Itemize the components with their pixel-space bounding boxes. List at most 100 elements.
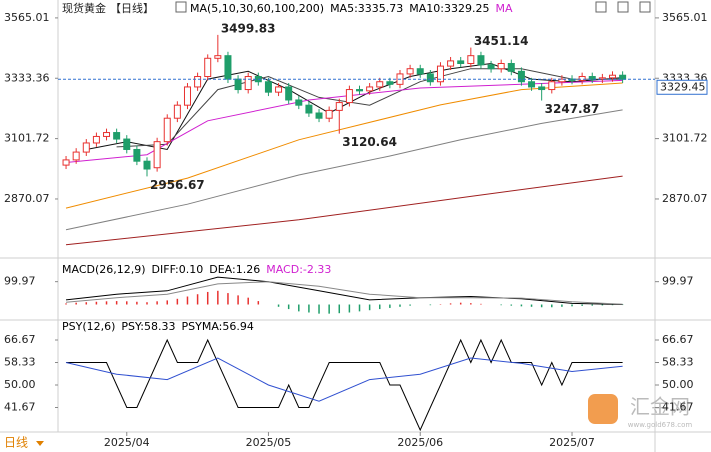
- candle-body: [295, 99, 303, 106]
- last-price-label: 3329.45: [660, 80, 706, 93]
- candle-body: [133, 148, 141, 162]
- candle-body: [366, 86, 374, 92]
- candle-body: [608, 74, 616, 79]
- candle-body: [467, 55, 475, 64]
- candle-body: [528, 81, 536, 88]
- candle-body: [447, 60, 455, 67]
- header-item: DEA:1.26: [209, 263, 260, 276]
- header-item: MA5:3335.73: [330, 2, 403, 15]
- header-item: MA(5,10,30,60,100,200): [190, 2, 324, 15]
- header-item: PSY:58.33: [121, 320, 175, 333]
- dropdown-arrow[interactable]: [36, 441, 44, 446]
- header-item: MA: [496, 2, 513, 15]
- candle-body: [548, 81, 556, 91]
- watermark-url: www.gold678.com: [628, 421, 693, 429]
- candle-body: [113, 132, 121, 140]
- indicator-header: MACD(26,12,9) DIFF:0.10 DEA:1.26 MACD:-2.33: [62, 263, 331, 276]
- candle-body: [507, 62, 515, 72]
- indicator-header: PSY(12,6) PSY:58.33 PSYMA:56.94: [62, 320, 254, 333]
- candle-body: [578, 76, 586, 81]
- icon[interactable]: [617, 1, 629, 13]
- header-item: MA10:3329.25: [409, 2, 489, 15]
- candle-body: [72, 151, 80, 161]
- icon[interactable]: [595, 1, 607, 13]
- x-tick-label: 2025/05: [246, 436, 292, 449]
- candle-body: [558, 78, 566, 83]
- moving-average-line: [65, 109, 623, 231]
- candle-body: [92, 135, 100, 144]
- candle-body: [356, 89, 364, 92]
- candle-body: [82, 142, 90, 153]
- candle-body: [163, 117, 171, 143]
- candle-body: [234, 78, 242, 91]
- candle-body: [285, 86, 293, 101]
- candle-body: [517, 70, 525, 83]
- candle-body: [103, 132, 111, 137]
- watermark: 汇金网: [630, 395, 690, 419]
- annotation: 3499.83: [221, 21, 276, 35]
- y-tick-label: 3333.36: [4, 71, 50, 84]
- candle-body: [568, 78, 576, 81]
- header-item: MACD(26,12,9): [62, 263, 146, 276]
- candle-body: [183, 86, 191, 106]
- watermark-logo: [588, 394, 618, 424]
- candle-body: [305, 104, 313, 114]
- candle-body: [204, 57, 212, 78]
- candle-body: [325, 109, 333, 119]
- candle-body: [376, 81, 384, 88]
- y-tick-label: 3565.01: [4, 11, 50, 24]
- y-tick-label: 58.33: [662, 356, 694, 369]
- indicator-header: MA(5,10,30,60,100,200) MA5:3335.73 MA10:33…: [190, 2, 513, 15]
- candle-body: [386, 81, 394, 85]
- candle-body: [173, 104, 181, 119]
- x-tick-label: 2025/07: [549, 436, 595, 449]
- y-tick-label: 50.00: [662, 378, 694, 391]
- candle-body: [194, 76, 202, 88]
- candle-body: [406, 68, 414, 75]
- candle-body: [214, 55, 222, 59]
- psy-line: [65, 357, 623, 402]
- y-tick-label: 58.33: [4, 356, 36, 369]
- y-tick-label: 2870.07: [4, 192, 50, 205]
- icon[interactable]: [175, 1, 187, 13]
- y-tick-label: 3101.72: [662, 132, 708, 145]
- y-tick-label: 66.67: [662, 333, 694, 346]
- candle-body: [416, 68, 424, 75]
- period-button[interactable]: 日线: [4, 436, 28, 450]
- header-item: PSYMA:56.94: [182, 320, 254, 333]
- candle-body: [457, 60, 465, 64]
- header-item: DIFF:0.10: [152, 263, 204, 276]
- candle-body: [477, 55, 485, 66]
- candle-body: [143, 160, 151, 170]
- icon[interactable]: [639, 1, 651, 13]
- macd-line: [65, 281, 623, 305]
- y-tick-label: 41.67: [4, 401, 36, 414]
- candle-body: [335, 102, 343, 111]
- candle-body: [598, 77, 606, 80]
- x-tick-label: 2025/06: [397, 436, 443, 449]
- last-price-box: [656, 79, 708, 95]
- candle-body: [244, 76, 252, 91]
- candle-body: [426, 73, 434, 83]
- y-tick-label: 3565.01: [662, 11, 708, 24]
- annotation: 3120.64: [342, 135, 397, 149]
- candle-body: [224, 55, 232, 80]
- candle-body: [264, 81, 272, 93]
- header-item: PSY(12,6): [62, 320, 115, 333]
- y-tick-label: 2870.07: [662, 192, 708, 205]
- y-tick-label: 3101.72: [4, 132, 50, 145]
- annotation: 3451.14: [474, 34, 529, 48]
- annotation: 2956.67: [150, 178, 205, 192]
- header-item: MACD:-2.33: [266, 263, 331, 276]
- toolbar-icons[interactable]: [175, 1, 651, 13]
- candle-body: [538, 86, 546, 91]
- candle-body: [497, 62, 505, 70]
- moving-average-line: [116, 68, 623, 148]
- period-label: 【日线】: [110, 1, 154, 15]
- chart-title: 现货黄金: [62, 1, 106, 15]
- y-tick-label: 99.97: [662, 275, 694, 288]
- candle-body: [588, 76, 596, 80]
- macd-line: [65, 276, 623, 305]
- candle-body: [487, 64, 495, 70]
